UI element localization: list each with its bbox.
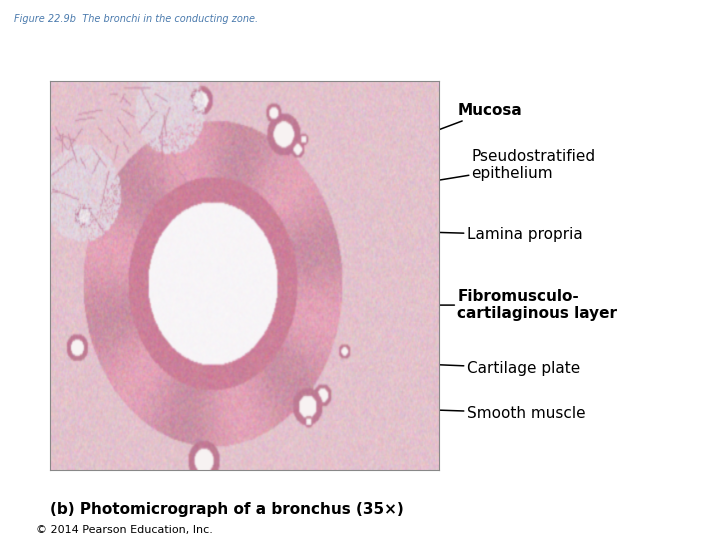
Text: Cartilage plate: Cartilage plate <box>367 361 580 376</box>
Text: Figure 22.9b  The bronchi in the conducting zone.: Figure 22.9b The bronchi in the conducti… <box>14 14 258 24</box>
Text: Fibromusculo-
cartilaginous layer: Fibromusculo- cartilaginous layer <box>367 289 617 321</box>
Text: Lamina propria: Lamina propria <box>374 227 582 242</box>
Text: Lumen: Lumen <box>148 284 205 299</box>
Text: (b) Photomicrograph of a bronchus (35×): (b) Photomicrograph of a bronchus (35×) <box>50 502 404 517</box>
Text: Mucosa: Mucosa <box>382 103 522 151</box>
Text: Smooth muscle: Smooth muscle <box>367 406 585 421</box>
Text: © 2014 Pearson Education, Inc.: © 2014 Pearson Education, Inc. <box>36 524 213 535</box>
Text: Pseudostratified
epithelium: Pseudostratified epithelium <box>378 148 595 190</box>
